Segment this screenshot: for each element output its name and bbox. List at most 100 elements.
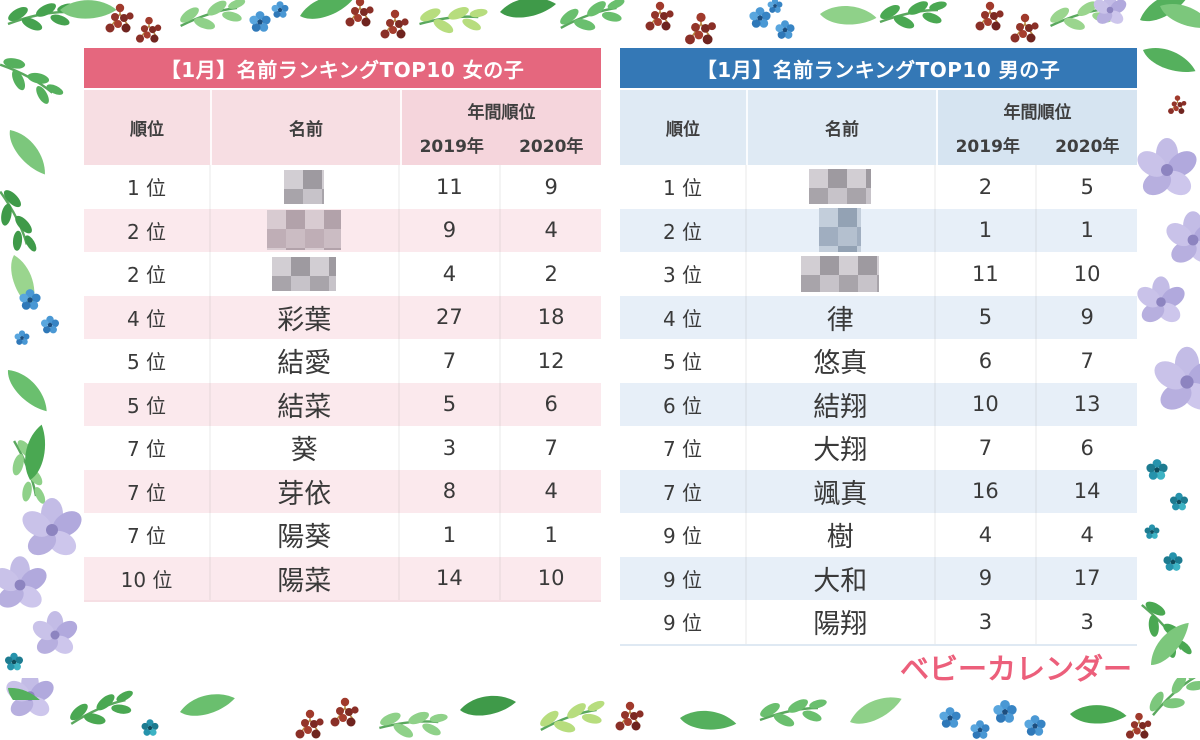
rank-2019-cell: 3: [933, 600, 1036, 644]
rank-2019-cell: 9: [933, 556, 1036, 600]
rank-2019-cell: 6: [933, 339, 1036, 383]
name-cell: 律: [745, 295, 934, 339]
girls-table-title: 【1月】名前ランキングTOP10 女の子: [84, 48, 601, 88]
rank-2020-cell: 9: [1035, 295, 1137, 339]
rank-cell: 7 位: [662, 437, 703, 462]
rank-cell: 7 位: [126, 480, 167, 505]
rank-cell: 3 位: [662, 263, 703, 288]
rank-2019-cell: 3: [397, 426, 500, 470]
rank-2020-cell: 6: [499, 382, 601, 426]
col-header-annual: 年間順位: [467, 103, 536, 123]
table-row: 9 位 大和 9 17: [620, 556, 1137, 600]
masked-name-mosaic: [819, 208, 862, 253]
table-row: 1 位 11 9: [84, 165, 601, 209]
rank-2020-cell: 6: [1035, 426, 1137, 470]
name-cell: 結愛: [209, 339, 398, 383]
rank-2019-cell: 4: [933, 513, 1036, 557]
girls-table-header: 順位 名前 年間順位 2019年 2020年: [84, 88, 601, 165]
name-cell: 結菜: [209, 382, 398, 426]
rank-cell: 1 位: [662, 176, 703, 201]
name-cell: 陽葵: [209, 513, 398, 557]
rank-cell: 6 位: [662, 393, 703, 418]
rank-2019-cell: 5: [933, 295, 1036, 339]
rank-cell: 10 位: [120, 567, 173, 592]
rank-2020-cell: 9: [499, 165, 601, 209]
rank-2019-cell: 9: [397, 208, 500, 252]
rank-cell: 4 位: [662, 306, 703, 331]
rank-2020-cell: 3: [1035, 600, 1137, 644]
col-header-annual-group: 年間順位 2019年 2020年: [402, 90, 601, 165]
col-header-2019: 2019年: [419, 136, 484, 157]
rank-2019-cell: 1: [397, 513, 500, 557]
masked-name-mosaic: [809, 169, 872, 205]
col-header-annual: 年間順位: [1003, 103, 1072, 123]
rank-2020-cell: 4: [1035, 513, 1137, 557]
name-cell: 颯真: [745, 469, 934, 513]
rank-2020-cell: 7: [499, 426, 601, 470]
rank-cell: 9 位: [662, 567, 703, 592]
rank-cell: 7 位: [126, 437, 167, 462]
name-cell: 悠真: [745, 339, 934, 383]
rank-2019-cell: 11: [933, 252, 1036, 296]
rank-2020-cell: 12: [499, 339, 601, 383]
boys-table-header: 順位 名前 年間順位 2019年 2020年: [620, 88, 1137, 165]
rank-2019-cell: 8: [397, 469, 500, 513]
floral-border-top: [4, 0, 1200, 46]
table-row: 5 位 結愛 7 12: [84, 339, 601, 383]
rank-2020-cell: 1: [1035, 208, 1137, 252]
col-header-name: 名前: [212, 90, 402, 165]
rank-cell: 2 位: [126, 219, 167, 244]
rank-2019-cell: 2: [933, 165, 1036, 209]
rank-2020-cell: 18: [499, 295, 601, 339]
name-cell: 大和: [745, 556, 934, 600]
col-header-2020: 2020年: [519, 136, 584, 157]
boys-table-title: 【1月】名前ランキングTOP10 男の子: [620, 48, 1137, 88]
rank-2020-cell: 10: [499, 556, 601, 600]
rank-2019-cell: 27: [397, 295, 500, 339]
name-cell: 芽依: [209, 469, 398, 513]
rank-2019-cell: 11: [397, 165, 500, 209]
name-cell: 大翔: [745, 426, 934, 470]
table-row: 9 位陽翔 3 3: [620, 600, 1137, 644]
rank-cell: 7 位: [126, 524, 167, 549]
name-cell: [745, 252, 934, 296]
rank-2020-cell: 2: [499, 252, 601, 296]
name-cell: 樹: [745, 513, 934, 557]
table-row: 7 位 芽依 8 4: [84, 469, 601, 513]
rank-2019-cell: 14: [397, 556, 500, 600]
rank-2020-cell: 5: [1035, 165, 1137, 209]
rank-2019-cell: 16: [933, 469, 1036, 513]
rank-2019-cell: 1: [933, 208, 1036, 252]
rank-2019-cell: 5: [397, 382, 500, 426]
masked-name-mosaic: [272, 256, 337, 291]
rank-2020-cell: 10: [1035, 252, 1137, 296]
rank-cell: 2 位: [126, 263, 167, 288]
rank-cell: 5 位: [662, 350, 703, 375]
rank-2020-cell: 4: [499, 208, 601, 252]
rank-cell: 4 位: [126, 306, 167, 331]
rank-2019-cell: 4: [397, 252, 500, 296]
floral-border-right: [1137, 40, 1200, 670]
boys-ranking-table: 【1月】名前ランキングTOP10 男の子 順位 名前 年間順位 2019年 20…: [620, 48, 1137, 646]
rank-2020-cell: 1: [499, 513, 601, 557]
floral-border-left: [0, 44, 84, 700]
table-row: 4 位 彩葉 27 18: [84, 295, 601, 339]
rank-cell: 9 位: [662, 524, 703, 549]
rank-2020-cell: 4: [499, 469, 601, 513]
col-header-name: 名前: [748, 90, 938, 165]
col-header-annual-group: 年間順位 2019年 2020年: [938, 90, 1137, 165]
rank-2020-cell: 14: [1035, 469, 1137, 513]
table-row: 7 位 大翔 7 6: [620, 426, 1137, 470]
col-header-rank: 順位: [84, 90, 212, 165]
rank-cell: 7 位: [662, 480, 703, 505]
name-cell: 彩葉: [209, 295, 398, 339]
name-cell: 葵: [209, 426, 398, 470]
col-header-2019: 2019年: [955, 136, 1020, 157]
